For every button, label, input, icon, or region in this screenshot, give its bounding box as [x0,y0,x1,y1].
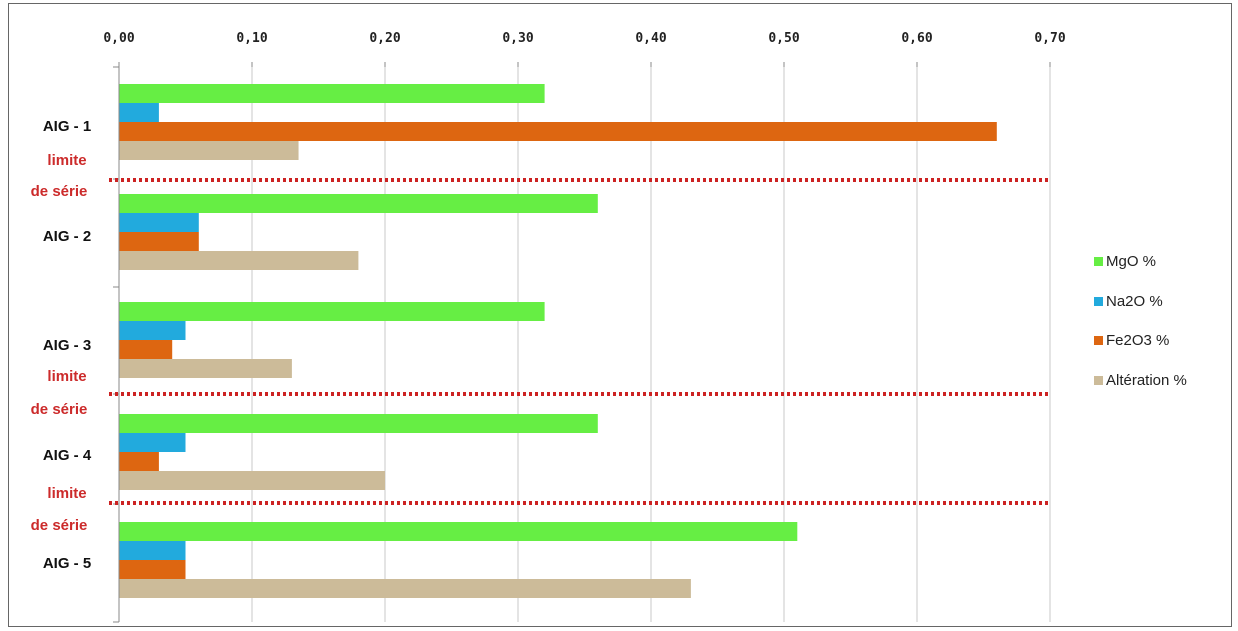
legend: MgO % Na2O % Fe2O3 % Altération % [1094,253,1187,389]
legend-label: Altération % [1106,372,1187,389]
series-limit-label: de série [31,401,88,418]
series-limit-label: de série [31,517,88,534]
legend-label: Na2O % [1106,293,1163,310]
bar [119,141,299,160]
legend-item: Na2O % [1094,293,1163,310]
category-label: AIG - 3 [43,337,91,354]
bar [119,213,199,232]
category-label: AIG - 5 [43,555,91,572]
series-limit-label: limite [47,368,86,385]
bar [119,232,199,251]
x-tick-label: 0,70 [1034,31,1065,46]
bar [119,251,359,270]
x-tick-label: 0,20 [369,31,400,46]
x-tick-labels: 0,00 0,10 0,20 0,30 0,40 0,50 0,60 0,70 [103,31,1065,46]
series-limits: limite de série limite de série limite de sér… [31,152,1049,534]
series-limit-label: de série [31,183,88,200]
x-tick-label: 0,00 [103,31,134,46]
category-label: AIG - 2 [43,228,91,245]
y-axis [113,66,120,623]
legend-swatch [1094,376,1103,385]
bar [119,302,545,321]
bar [119,103,159,122]
bars [119,84,997,598]
bar [119,541,186,560]
legend-label: MgO % [1106,253,1156,270]
x-tick-label: 0,40 [635,31,666,46]
x-tick-label: 0,10 [236,31,267,46]
bar [119,579,691,598]
bar [119,84,545,103]
legend-item: Fe2O3 % [1094,332,1169,349]
legend-item: Altération % [1094,372,1187,389]
bar [119,414,598,433]
bar [119,194,598,213]
bar [119,452,159,471]
bar [119,433,186,452]
bar [119,560,186,579]
legend-item: MgO % [1094,253,1156,270]
legend-swatch [1094,297,1103,306]
legend-swatch [1094,336,1103,345]
category-labels: AIG - 1 AIG - 2 AIG - 3 AIG - 4 AIG - 5 [43,118,92,572]
chart-frame: 0,00 0,10 0,20 0,30 0,40 0,50 0,60 0,70 AIG - 1… [8,3,1232,627]
bar [119,471,385,490]
series-limit-label: limite [47,152,86,169]
bar [119,359,292,378]
legend-label: Fe2O3 % [1106,332,1169,349]
category-label: AIG - 4 [43,447,92,464]
legend-swatch [1094,257,1103,266]
category-label: AIG - 1 [43,118,91,135]
bar [119,321,186,340]
bar [119,340,173,359]
bar [119,522,798,541]
x-tick-label: 0,50 [768,31,799,46]
bar-chart: 0,00 0,10 0,20 0,30 0,40 0,50 0,60 0,70 AIG - 1… [31,31,1187,623]
x-tick-label: 0,60 [901,31,932,46]
series-limit-label: limite [47,485,86,502]
x-tick-label: 0,30 [502,31,533,46]
bar [119,122,997,141]
